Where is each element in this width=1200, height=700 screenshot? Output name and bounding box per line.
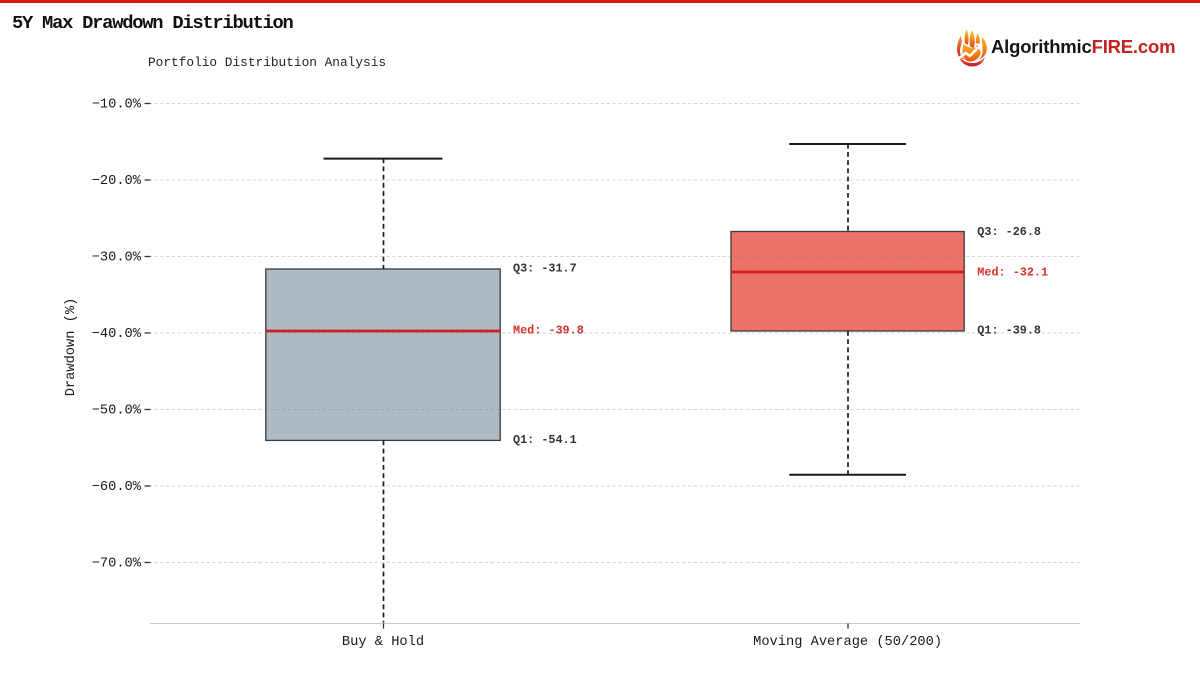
svg-text:Med: -39.8: Med: -39.8 xyxy=(513,324,584,338)
svg-text:−40.0%: −40.0% xyxy=(92,327,142,342)
svg-text:−10.0%: −10.0% xyxy=(92,98,142,113)
svg-text:−20.0%: −20.0% xyxy=(92,174,142,189)
svg-text:Drawdown (%): Drawdown (%) xyxy=(64,298,79,397)
svg-text:AlgorithmicFIRE.com: AlgorithmicFIRE.com xyxy=(991,36,1175,57)
svg-text:Moving Average (50/200): Moving Average (50/200) xyxy=(753,635,942,650)
svg-text:5Y Max Drawdown Distribution: 5Y Max Drawdown Distribution xyxy=(12,12,294,34)
svg-text:−70.0%: −70.0% xyxy=(92,557,142,572)
svg-text:Q1: -54.1: Q1: -54.1 xyxy=(513,433,577,447)
svg-text:Med: -32.1: Med: -32.1 xyxy=(977,266,1048,280)
svg-text:−50.0%: −50.0% xyxy=(92,404,142,419)
svg-text:Portfolio Distribution Analysi: Portfolio Distribution Analysis xyxy=(148,55,386,70)
svg-text:−30.0%: −30.0% xyxy=(92,251,142,266)
svg-text:Buy & Hold: Buy & Hold xyxy=(342,635,424,650)
svg-text:Q3: -26.8: Q3: -26.8 xyxy=(977,225,1041,239)
svg-text:Q1: -39.8: Q1: -39.8 xyxy=(977,324,1041,338)
svg-text:Q3: -31.7: Q3: -31.7 xyxy=(513,261,577,275)
svg-text:−60.0%: −60.0% xyxy=(92,480,142,495)
